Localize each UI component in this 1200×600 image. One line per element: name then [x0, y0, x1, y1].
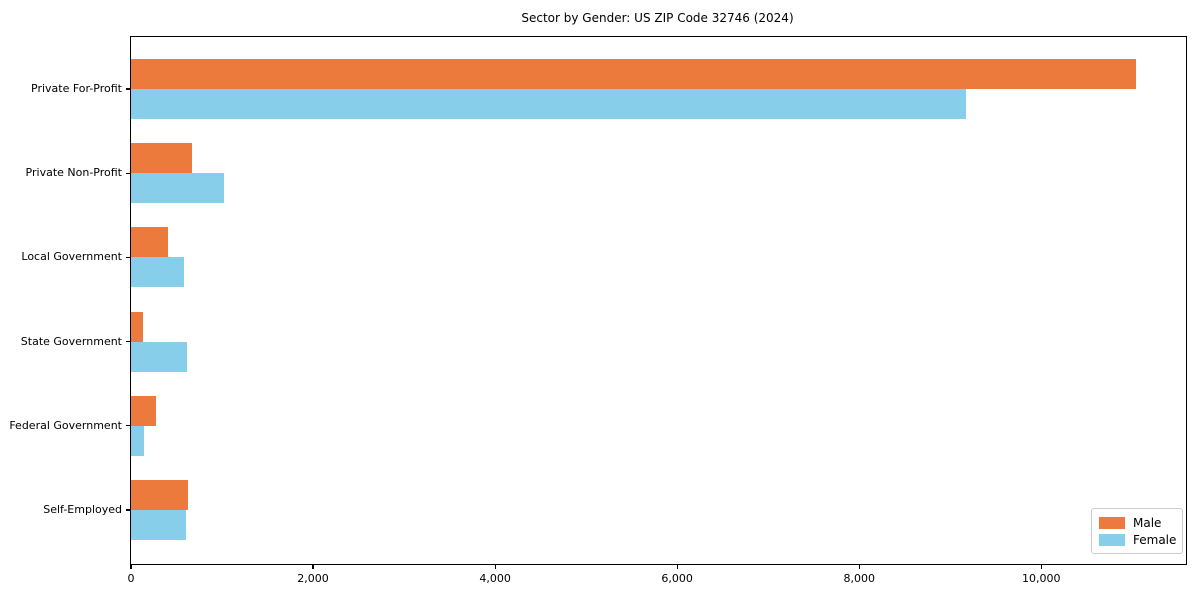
plot-area: Male Female Private For-Profit Private No…: [9, 36, 1187, 585]
y-tick-mark: [126, 88, 131, 90]
bar-female-1[interactable]: [131, 173, 224, 204]
x-tick-mark: [858, 564, 860, 569]
legend-label-male: Male: [1133, 515, 1162, 530]
legend-swatch-male: [1099, 516, 1125, 529]
bar-female-0[interactable]: [131, 89, 966, 119]
y-tick-label: Federal Government: [9, 418, 122, 432]
x-tick-label: 4,000: [479, 572, 511, 585]
bar-female-4[interactable]: [131, 425, 144, 456]
legend-label-female: Female: [1133, 532, 1177, 547]
x-tick-label: 2,000: [297, 572, 329, 585]
bar-male-4[interactable]: [131, 395, 157, 426]
x-tick-label: 0: [127, 572, 135, 585]
bar-male-3[interactable]: [131, 311, 143, 342]
x-tick-mark: [494, 564, 496, 569]
x-tick-mark: [676, 564, 678, 569]
legend: Male Female: [1091, 508, 1183, 554]
x-tick-mark: [312, 564, 314, 569]
y-tick-label: Private For-Profit: [31, 82, 122, 95]
bar-male-0[interactable]: [131, 59, 1136, 89]
y-tick-mark: [126, 509, 131, 511]
x-tick-label: 8,000: [843, 572, 875, 585]
chart-title: Sector by Gender: US ZIP Code 32746 (202…: [521, 11, 794, 25]
bar-female-2[interactable]: [131, 257, 184, 288]
y-tick-label: Local Government: [21, 250, 122, 264]
legend-entry-male: Male: [1099, 514, 1175, 531]
y-tick-label: Private Non-Profit: [25, 166, 122, 180]
legend-entry-female: Female: [1099, 531, 1177, 548]
y-tick-mark: [126, 425, 131, 427]
bar-male-5[interactable]: [131, 480, 188, 510]
bar-male-2[interactable]: [131, 227, 169, 258]
x-tick-mark: [1040, 564, 1042, 569]
x-tick-label: 6,000: [661, 572, 693, 585]
bar-male-1[interactable]: [131, 143, 192, 174]
bar-female-3[interactable]: [131, 341, 188, 372]
bar-female-5[interactable]: [131, 510, 186, 540]
y-tick-mark: [126, 172, 131, 174]
y-tick-mark: [126, 256, 131, 258]
y-tick-label: State Government: [20, 334, 122, 348]
x-tick-mark: [130, 564, 132, 569]
x-tick-label: 10,000: [1022, 572, 1061, 585]
legend-swatch-female: [1099, 533, 1125, 546]
y-tick-mark: [126, 341, 131, 343]
y-tick-label: Self-Employed: [43, 503, 122, 516]
